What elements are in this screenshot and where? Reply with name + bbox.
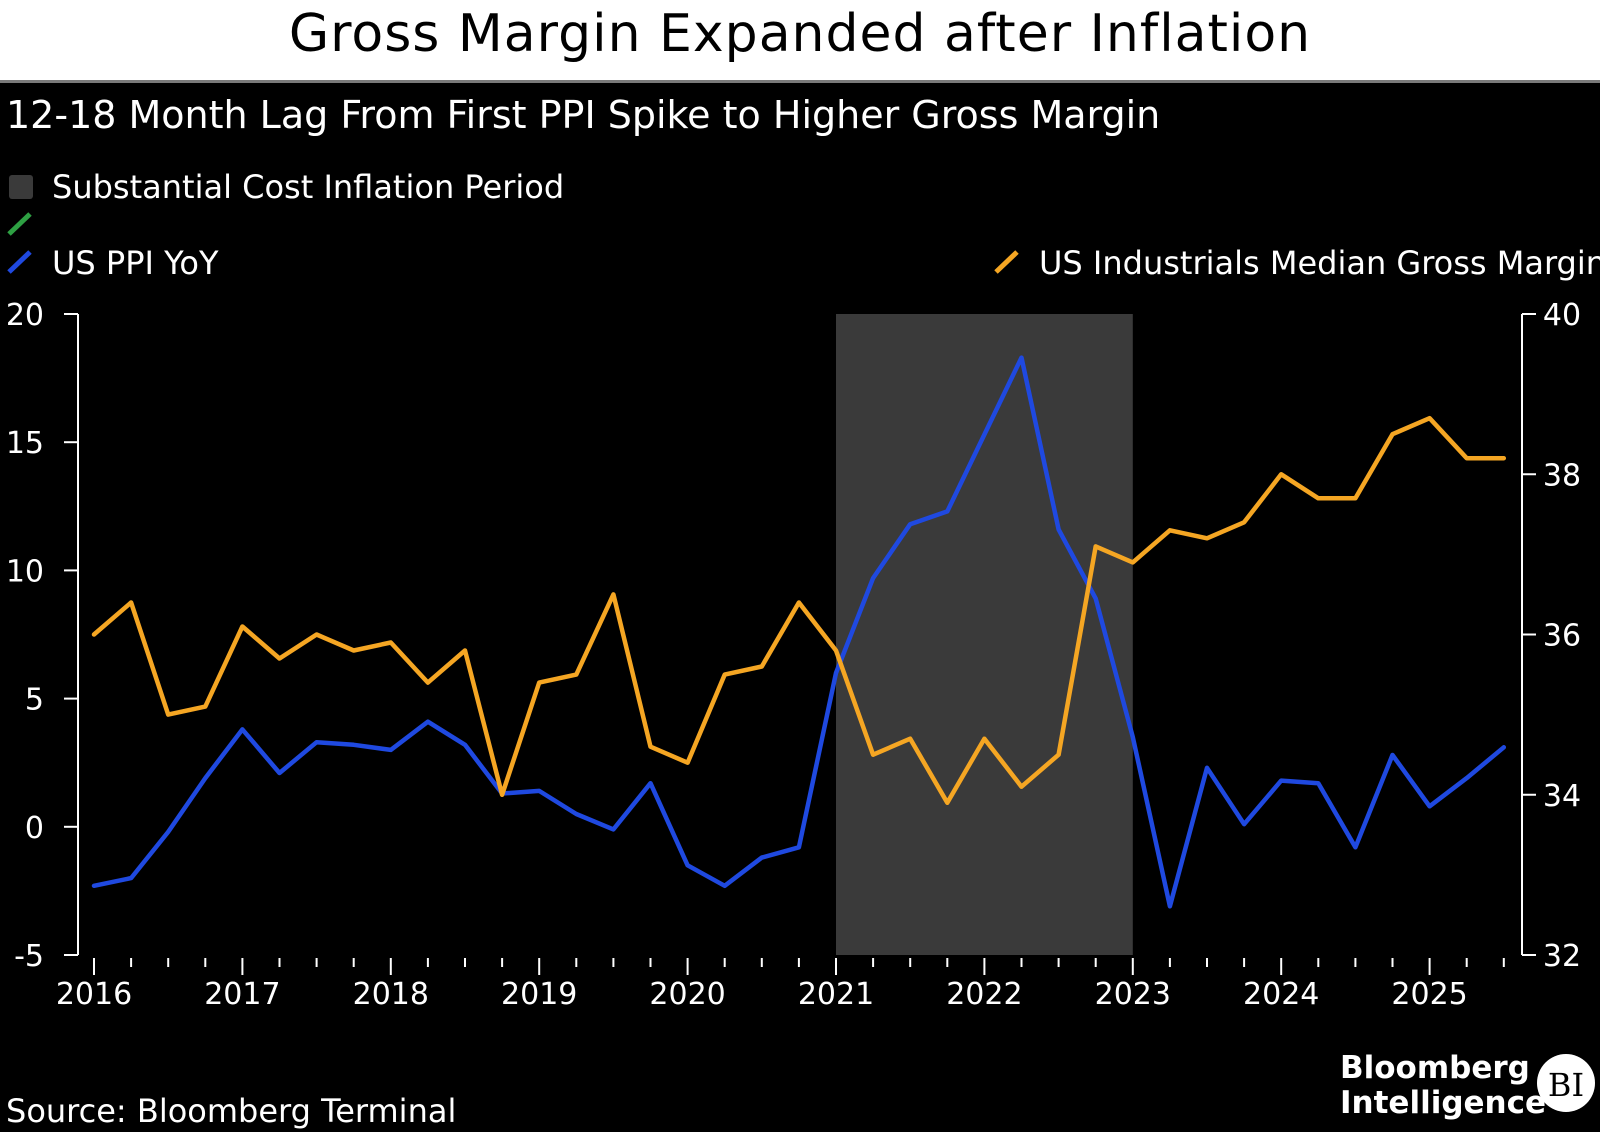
ppi-yoy-line	[91, 355, 1507, 909]
bloomberg-intelligence-logo: Bloomberg Intelligence BI	[1340, 1050, 1595, 1121]
shaded-periods	[836, 314, 1133, 955]
legend-ppi-label: US PPI YoY	[52, 244, 219, 282]
left-tick-label: 15	[6, 426, 44, 461]
x-tick-label: 2018	[353, 977, 429, 1012]
x-tick-label: 2024	[1243, 977, 1319, 1012]
x-tick-label: 2021	[798, 977, 874, 1012]
legend-margin-swatch	[994, 250, 1019, 274]
chart-title: Gross Margin Expanded after Inflation	[288, 4, 1312, 64]
right-tick-label: 40	[1543, 298, 1581, 333]
logo-badge-text: BI	[1548, 1066, 1584, 1104]
right-tick-label: 32	[1543, 939, 1581, 974]
axes: 20 15 10 5 0 -5 40 38 36 34 32 2016 2017 2018 2019 2020…	[6, 298, 1581, 1012]
x-tick-label: 2025	[1391, 977, 1467, 1012]
x-tick-label: 2022	[946, 977, 1022, 1012]
x-tick-label: 2016	[56, 977, 132, 1012]
logo-line1: Bloomberg	[1340, 1050, 1530, 1086]
legend-margin-label: US Industrials Median Gross Margin	[1039, 244, 1600, 282]
logo-line2: Intelligence	[1340, 1085, 1546, 1121]
right-tick-label: 34	[1543, 779, 1581, 814]
left-tick-label: 10	[6, 554, 44, 589]
legend-shade-label: Substantial Cost Inflation Period	[52, 168, 564, 206]
logo-badge	[1537, 1054, 1595, 1112]
shaded-period-0	[836, 314, 1133, 955]
right-tick-label: 38	[1543, 458, 1581, 493]
legend-green-marker	[7, 212, 32, 236]
left-tick-label: -5	[14, 939, 44, 974]
x-tick-label: 2023	[1095, 977, 1171, 1012]
legend-ppi-swatch	[7, 250, 32, 274]
series	[91, 355, 1507, 909]
right-tick-label: 36	[1543, 619, 1581, 654]
chart-subtitle: 12-18 Month Lag From First PPI Spike to …	[6, 93, 1160, 137]
x-tick-label: 2019	[501, 977, 577, 1012]
gross-margin-line	[91, 415, 1507, 806]
x-tick-label: 2020	[649, 977, 725, 1012]
legend: Substantial Cost Inflation Period US PPI…	[7, 168, 1600, 282]
left-tick-label: 0	[25, 811, 44, 846]
source-note: Source: Bloomberg Terminal	[6, 1092, 456, 1130]
left-tick-label: 5	[25, 683, 44, 718]
left-tick-label: 20	[6, 298, 44, 333]
title-band: Gross Margin Expanded after Inflation	[0, 0, 1600, 80]
legend-shade-swatch	[9, 175, 33, 199]
x-tick-label: 2017	[204, 977, 280, 1012]
